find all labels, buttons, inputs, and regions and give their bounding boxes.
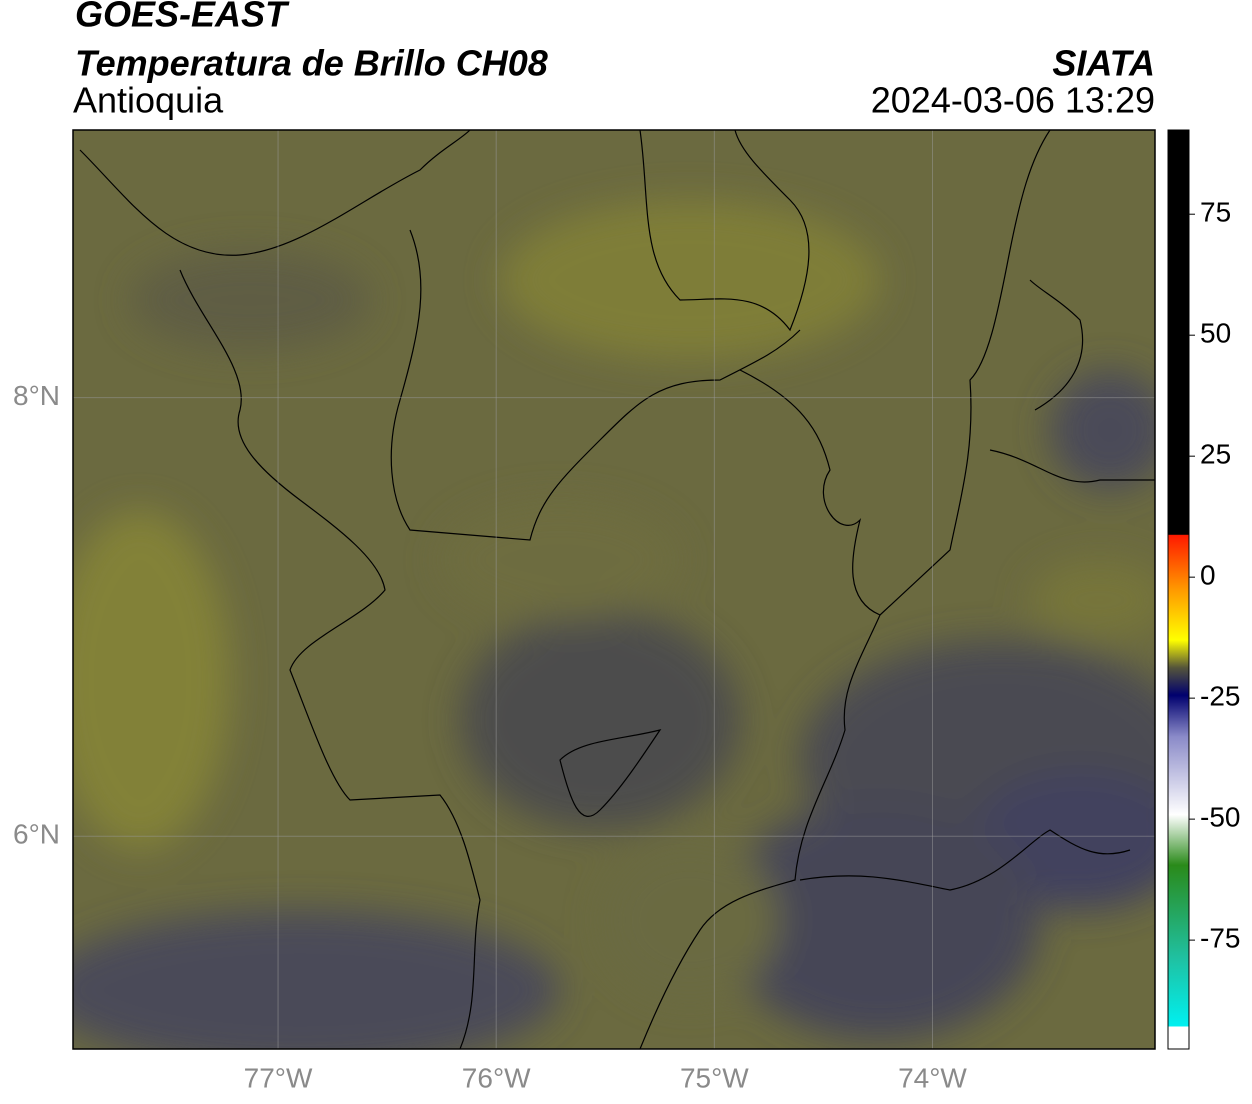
colorbar-tick-label: 50	[1200, 318, 1231, 349]
colorbar-ticks: 75 50 25 0 -25 -50 -75	[1189, 197, 1240, 954]
boundaries	[79, 130, 1155, 1049]
colorbar-tick-label: -25	[1200, 681, 1240, 712]
map-field	[73, 130, 1155, 1049]
colorbar-tick-label: -75	[1200, 923, 1240, 954]
lon-tick-label: 75°W	[680, 1062, 749, 1093]
region: Antioquia	[73, 80, 224, 121]
lon-tick-label: 76°W	[462, 1062, 531, 1093]
map-frame	[72, 129, 1156, 1050]
source: SIATA	[1052, 43, 1155, 84]
lat-tick-label: 6°N	[13, 819, 60, 850]
colorbar-tick-label: 0	[1200, 560, 1216, 591]
datetime: 2024-03-06 13:29	[871, 80, 1155, 121]
graticule: 77°W 76°W 75°W 74°W 8°N 6°N	[13, 130, 1155, 1093]
colorbar-tick-label: 75	[1200, 197, 1231, 228]
colorbar	[1167, 129, 1190, 1050]
title: GOES-EAST	[75, 0, 290, 35]
lon-tick-label: 77°W	[244, 1062, 313, 1093]
lat-tick-label: 8°N	[13, 380, 60, 411]
colorbar-tick-label: 25	[1200, 439, 1231, 470]
subtitle: Temperatura de Brillo CH08	[75, 43, 548, 84]
colorbar-tick-label: -50	[1200, 802, 1240, 833]
lon-tick-label: 74°W	[898, 1062, 967, 1093]
